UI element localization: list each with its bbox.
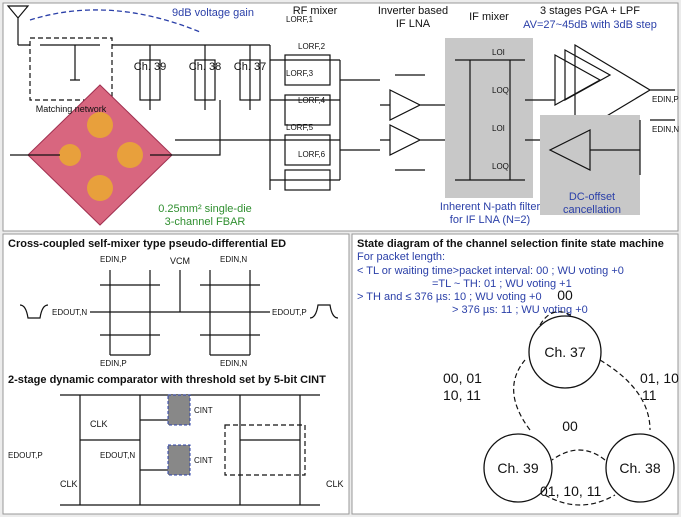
comparator-input: EDOUT,N [100,451,135,460]
output-label: EDIN,N [652,125,679,134]
output-label: EDIN,P [652,95,679,104]
transition-label: 00 [562,418,578,434]
transition-label: 10, 11 [443,387,481,403]
lo-label: LORF,6 [298,150,326,159]
lo-label: LOQ [492,162,509,171]
dc-offset-label: DC-offset [569,191,615,203]
lo-label: LORF,5 [286,123,314,132]
gain-label: 9dB voltage gain [172,7,254,19]
clk-label: CLK [326,479,344,489]
lo-label: LOI [492,48,505,57]
state-rule: > TH and ≤ 376 µs: 10 ; WU voting +0 [357,291,542,303]
ed-input: EDIN,N [220,359,247,368]
fbar-label: 3-channel FBAR [165,216,246,228]
lo-label: LORF,3 [286,69,314,78]
state-rule: < TL or waiting time>packet interval: 00… [357,265,624,277]
lo-label: LOI [492,124,505,133]
pga-gain-label: AV=27~45dB with 3dB step [523,19,657,31]
clk-label: CLK [60,479,78,489]
cint-label: CINT [194,406,213,415]
diagram: 9dB voltage gain Matching network Ch. 39… [0,0,681,517]
transition-label: 00, 01 [443,370,482,386]
npath-label: Inherent N-path filter [440,201,541,213]
matching-label: Matching network [36,104,107,114]
state-label: Ch. 39 [497,460,538,476]
channel-label: Ch. 38 [189,61,221,73]
channel-label: Ch. 37 [234,61,266,73]
pga-label: 3 stages PGA + LPF [540,5,640,17]
ed-input: EDIN,P [100,255,127,264]
comparator-input: EDOUT,P [8,451,43,460]
dc-offset-label: cancellation [563,204,621,216]
fbar-label: 0.25mm² single-die [158,203,252,215]
state-intro: For packet length: [357,251,445,263]
npath-label: for IF LNA (N=2) [450,214,530,226]
transition-label: 11 [642,387,657,403]
state-label: Ch. 37 [544,344,585,360]
transition-label: 01, 10 [640,370,679,386]
vcm-label: VCM [170,256,190,266]
comparator-title: 2-stage dynamic comparator with threshol… [8,374,326,386]
clk-label: CLK [90,419,108,429]
transition-label: 00 [557,287,573,303]
lo-label: LORF,4 [298,96,326,105]
cint-label: CINT [194,456,213,465]
ed-input: EDIN,P [100,359,127,368]
ed-output: EDOUT,N [52,308,87,317]
if-lna-label: Inverter based [378,5,448,17]
state-label: Ch. 38 [619,460,660,476]
if-mixer-label: IF mixer [469,11,509,23]
lo-label: LOQ [492,86,509,95]
ed-input: EDIN,N [220,255,247,264]
lo-label: LORF,2 [298,42,326,51]
channel-label: Ch. 39 [134,61,166,73]
ed-title: Cross-coupled self-mixer type pseudo-dif… [8,238,286,250]
ed-output: EDOUT,P [272,308,307,317]
state-rule: =TL ~ TH: 01 ; WU voting +1 [432,278,572,290]
if-lna-label: IF LNA [396,18,431,30]
lo-label: LORF,1 [286,15,314,24]
transition-label: 01, 10, 11 [540,483,601,499]
state-title: State diagram of the channel selection f… [357,238,664,250]
